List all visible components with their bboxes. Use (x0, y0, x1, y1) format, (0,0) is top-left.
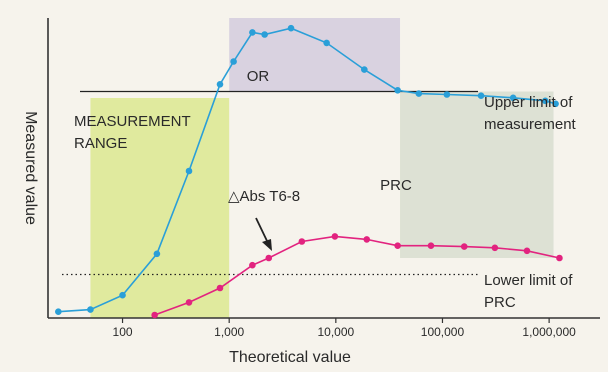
series-1-point-3 (249, 261, 256, 269)
label-line-1: Lower limit of (484, 272, 573, 289)
series-0-point-0 (55, 308, 62, 316)
region-or (229, 18, 401, 92)
series-1-point-12 (523, 247, 531, 255)
label-line-2: measurement (484, 116, 577, 133)
label-line-2: PRC (484, 294, 516, 311)
reference-lines-layer (62, 90, 478, 276)
series-0-point-11 (361, 66, 368, 73)
series-1-point-9 (427, 242, 435, 249)
series-0-point-10 (323, 39, 330, 47)
annotation-arrow (255, 217, 269, 244)
series-0-point-9 (287, 24, 295, 32)
x-axis-label: Theoretical value (229, 349, 351, 366)
series-0-point-15 (477, 92, 485, 99)
y-axis-label: Measured value (22, 111, 39, 225)
series-0-point-7 (249, 29, 256, 36)
series-0-point-3 (153, 250, 161, 258)
annotation-text: △Abs T6-8 (228, 188, 300, 205)
x-tick-label-100-000: 100,000 (421, 325, 465, 339)
label-line-1: Upper limit of (484, 94, 573, 111)
series-0-point-14 (443, 91, 451, 98)
lower-limit-label: Lower limit of PRC (484, 272, 573, 311)
label-line-1: MEASUREMENT (74, 113, 191, 130)
region-label-measurement-range-line1: MEASUREMENT RANGE (74, 113, 191, 152)
labels-layer: MEASUREMENT RANGE OR PRC Upper limit of me… (22, 68, 577, 366)
series-0-point-4 (185, 167, 193, 175)
x-tick-label-1-000-000: 1,000,000 (522, 325, 576, 339)
x-ticks: 100 1,000 10,000 100,000 1,000,000 (113, 318, 576, 339)
series-0-point-18 (552, 100, 559, 108)
series-1-point-7 (363, 236, 371, 243)
label-line-2: RANGE (74, 135, 127, 152)
series-1-point-4 (265, 254, 273, 262)
x-tick-label-100: 100 (113, 325, 133, 339)
series-1-point-11 (491, 244, 499, 252)
series-0-point-8 (261, 31, 268, 38)
axes (47, 18, 600, 319)
annotation-arrowhead (262, 239, 272, 251)
region-label-prc: PRC (380, 177, 412, 194)
region-label-or: OR (247, 68, 270, 85)
series-1-point-0 (151, 311, 158, 319)
series-1-point-10 (460, 243, 468, 250)
series-0-point-6 (230, 58, 237, 65)
series-1-line (154, 235, 560, 316)
x-tick-label-10-000: 10,000 (317, 325, 354, 339)
series-layer (55, 24, 563, 319)
series-0-point-1 (87, 306, 94, 313)
annotation-layer (255, 217, 272, 251)
region-prc (400, 91, 554, 258)
upper-limit-label: Upper limit of measurement (484, 94, 577, 133)
series-1-point-8 (394, 242, 401, 249)
series-0-point-5 (216, 81, 224, 88)
series-1-point-1 (185, 299, 193, 306)
series-0-point-17 (541, 97, 549, 105)
regions-layer (90, 18, 554, 318)
series-0-point-2 (119, 291, 126, 299)
series-1-point-5 (298, 238, 306, 245)
series-0-point-12 (394, 87, 401, 94)
series-1-point-2 (216, 284, 224, 292)
series-1-point-6 (331, 233, 339, 240)
x-tick-label-1-000: 1,000 (214, 325, 244, 339)
region-measurement-range (90, 98, 230, 318)
series-1-point-13 (556, 254, 563, 262)
series-0-point-16 (509, 94, 517, 102)
series-0-point-13 (415, 90, 423, 97)
